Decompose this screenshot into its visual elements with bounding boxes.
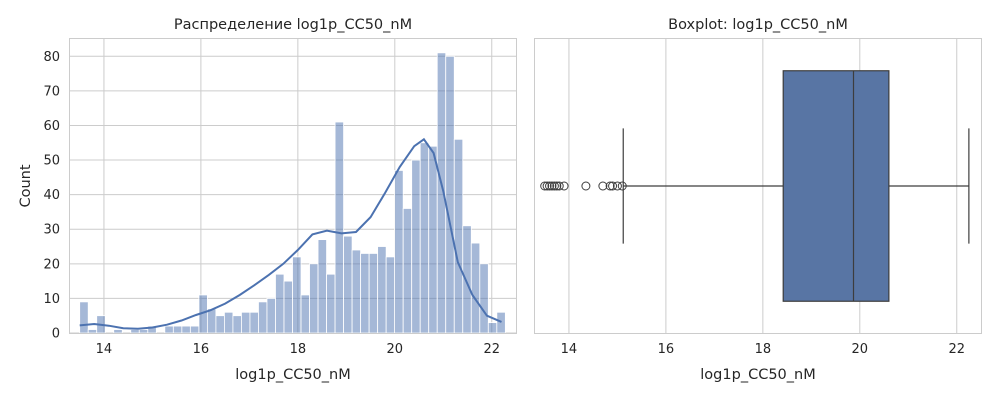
histogram-bar xyxy=(87,329,98,334)
histogram-bar xyxy=(283,280,293,334)
histogram-bar xyxy=(275,273,285,334)
histogram-panel: Распределение log1p_CC50_nM 14 16 18 20 22 0… xyxy=(18,17,517,383)
histogram-title: Распределение log1p_CC50_nM xyxy=(174,17,412,33)
boxplot-panel: Boxplot: log1p_CC50_nM 14 16 18 20 22 log1p_… xyxy=(534,17,982,383)
histogram-y-tick-label: 80 xyxy=(43,50,60,65)
boxplot-x-tick-label: 18 xyxy=(755,342,772,357)
histogram-x-tick-label: 20 xyxy=(387,342,404,357)
histogram-y-tick-label: 30 xyxy=(43,223,60,238)
histogram-bar xyxy=(394,170,404,334)
histogram-bar xyxy=(164,325,174,334)
histogram-bar xyxy=(317,239,327,334)
histogram-bar xyxy=(351,249,362,334)
histogram-bar xyxy=(241,311,251,334)
histogram-bar xyxy=(266,298,276,334)
histogram-x-ticks: 14 16 18 20 22 xyxy=(96,342,500,357)
histogram-y-tick-label: 0 xyxy=(52,327,60,342)
outlier-point xyxy=(552,181,562,191)
boxplot-x-ticks: 14 16 18 20 22 xyxy=(561,342,965,357)
outlier-point xyxy=(612,181,622,191)
histogram-bar xyxy=(189,325,200,334)
outlier-point xyxy=(559,181,569,191)
outlier-point xyxy=(554,181,564,191)
histogram-bar xyxy=(130,329,140,334)
histogram-bar xyxy=(377,246,387,334)
outlier-point xyxy=(549,181,559,191)
histogram-bars xyxy=(79,52,506,334)
histogram-x-label: log1p_CC50_nM xyxy=(235,367,350,383)
boxplot-x-tick-label: 14 xyxy=(561,342,578,357)
histogram-bar xyxy=(206,308,217,334)
boxplot-x-label: log1p_CC50_nM xyxy=(700,367,815,383)
histogram-bar xyxy=(360,253,370,334)
histogram-y-tick-label: 70 xyxy=(43,84,60,99)
histogram-y-ticks: 0 10 20 30 40 50 60 70 80 xyxy=(43,50,60,342)
outlier-point xyxy=(598,181,608,191)
histogram-y-tick-label: 50 xyxy=(43,154,60,169)
histogram-y-tick-label: 10 xyxy=(43,292,60,307)
histogram-bar xyxy=(138,329,149,334)
histogram-y-tick-label: 20 xyxy=(43,257,60,272)
histogram-bar xyxy=(411,159,421,334)
histogram-bar xyxy=(445,55,455,334)
histogram-x-tick-label: 14 xyxy=(96,342,113,357)
histogram-bar xyxy=(215,315,225,334)
histogram-bar xyxy=(428,145,438,334)
histogram-bar xyxy=(249,311,259,334)
histogram-bar xyxy=(470,242,481,334)
histogram-y-tick-label: 40 xyxy=(43,188,60,203)
outlier-point xyxy=(547,181,557,191)
histogram-bar xyxy=(113,329,123,334)
histogram-bar xyxy=(232,315,242,334)
boxplot-axes-frame xyxy=(534,38,982,334)
histogram-bar xyxy=(309,263,319,334)
outlier-point xyxy=(545,181,555,191)
histogram-x-tick-label: 22 xyxy=(483,342,500,357)
histogram-x-tick-label: 18 xyxy=(290,342,307,357)
histogram-x-tick-label: 16 xyxy=(193,342,210,357)
interquartile-box xyxy=(782,70,890,302)
boxplot-x-tick-label: 16 xyxy=(658,342,675,357)
outlier-point xyxy=(608,181,618,191)
histogram-bar xyxy=(181,325,191,334)
histogram-bar xyxy=(224,311,234,334)
histogram-y-tick-label: 60 xyxy=(43,119,60,134)
histogram-bar xyxy=(258,301,268,334)
outlier-point xyxy=(617,181,627,191)
outlier-point xyxy=(605,181,615,191)
histogram-bar xyxy=(343,235,353,334)
histogram-bar xyxy=(368,253,379,334)
boxplot-fliers xyxy=(540,181,627,191)
histogram-bar xyxy=(385,256,396,334)
histogram-bar xyxy=(402,208,413,334)
histogram-bar xyxy=(487,322,498,334)
histogram-bar xyxy=(300,294,310,334)
boxplot-x-tick-label: 20 xyxy=(852,342,869,357)
outlier-point xyxy=(540,181,550,191)
histogram-bar xyxy=(326,273,336,334)
outlier-point xyxy=(581,181,591,191)
histogram-bar xyxy=(334,121,344,334)
histogram-y-label: Count xyxy=(18,164,34,207)
histogram-bar xyxy=(419,142,430,334)
histogram-bar xyxy=(462,225,472,334)
histogram-bar xyxy=(79,301,89,334)
outlier-point xyxy=(542,181,552,191)
histogram-bar xyxy=(172,325,183,334)
histogram-axes-frame xyxy=(69,38,517,334)
boxplot-body xyxy=(622,70,970,302)
boxplot-title: Boxplot: log1p_CC50_nM xyxy=(668,17,848,33)
histogram-bar xyxy=(453,138,464,334)
boxplot-x-tick-label: 22 xyxy=(948,342,965,357)
histogram-bar xyxy=(292,256,302,334)
histogram-bar xyxy=(479,263,489,334)
kde-curve xyxy=(79,137,502,330)
